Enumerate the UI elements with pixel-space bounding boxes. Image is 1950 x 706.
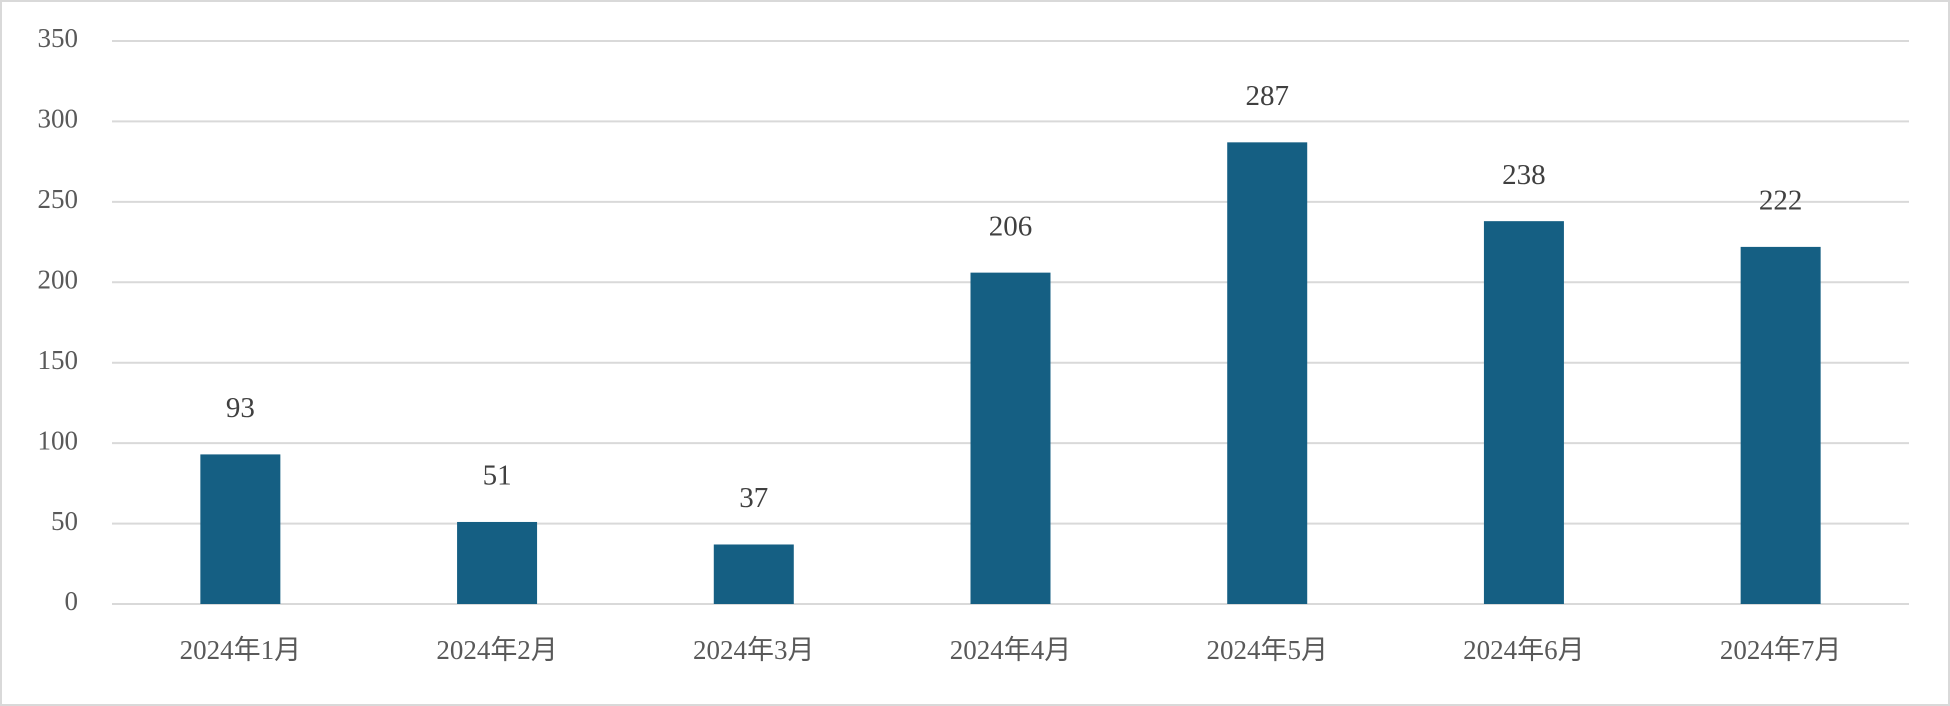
bar bbox=[970, 272, 1051, 604]
value-label: 287 bbox=[1245, 80, 1289, 112]
y-tick-label: 200 bbox=[38, 264, 79, 294]
x-tick-label: 2024年2月 bbox=[436, 635, 558, 665]
x-tick-label: 2024年7月 bbox=[1720, 635, 1842, 665]
bar bbox=[1483, 221, 1564, 604]
y-tick-label: 150 bbox=[38, 345, 79, 375]
value-label: 238 bbox=[1502, 159, 1546, 191]
value-label: 93 bbox=[226, 392, 255, 424]
x-tick-label: 2024年4月 bbox=[950, 635, 1072, 665]
x-tick-label: 2024年6月 bbox=[1463, 635, 1585, 665]
bar bbox=[713, 544, 794, 604]
bar bbox=[457, 521, 538, 604]
bar bbox=[1740, 246, 1821, 604]
bar bbox=[200, 454, 281, 604]
value-label: 51 bbox=[483, 460, 512, 492]
y-tick-label: 100 bbox=[38, 425, 79, 455]
y-tick-label: 250 bbox=[38, 184, 79, 214]
x-tick-label: 2024年1月 bbox=[180, 635, 302, 665]
value-label: 206 bbox=[989, 210, 1033, 242]
y-tick-label: 300 bbox=[38, 104, 79, 134]
x-tick-label: 2024年5月 bbox=[1206, 635, 1328, 665]
y-tick-label: 350 bbox=[38, 23, 79, 53]
x-tick-label: 2024年3月 bbox=[693, 635, 815, 665]
value-label: 37 bbox=[739, 482, 768, 514]
y-tick-label: 0 bbox=[65, 586, 79, 616]
y-tick-label: 50 bbox=[51, 506, 78, 536]
bar bbox=[1227, 142, 1308, 604]
value-label: 222 bbox=[1759, 185, 1803, 217]
